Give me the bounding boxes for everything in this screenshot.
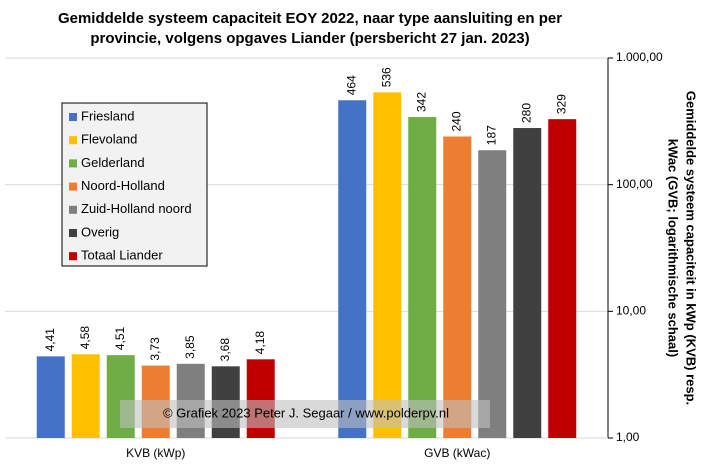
value-label: 280 <box>519 103 533 123</box>
value-label: 329 <box>554 94 568 114</box>
value-label: 240 <box>449 111 463 131</box>
value-label: 536 <box>379 67 393 87</box>
annotation: © Grafiek 2023 Peter J. Segaar / www.pol… <box>163 405 449 420</box>
legend-label: Friesland <box>81 108 134 123</box>
legend-swatch <box>69 205 77 214</box>
y-axis-title: Gemiddelde systeem capaciteit in kWp (KV… <box>684 91 699 405</box>
bar <box>373 92 402 439</box>
chart-title: Gemiddelde systeem capaciteit EOY 2022, … <box>58 10 562 27</box>
y-tick-label: 1.000,00 <box>616 50 663 64</box>
value-label: 4,18 <box>253 331 267 355</box>
legend-swatch <box>69 159 77 168</box>
y-tick-label: 10,00 <box>616 304 646 318</box>
legend-label: Zuid-Holland noord <box>81 201 192 216</box>
legend-label: Noord-Holland <box>81 178 165 193</box>
y-tick-label: 1,00 <box>616 430 640 444</box>
bar <box>408 117 437 438</box>
legend-label: Flevoland <box>81 132 137 147</box>
legend-label: Totaal Liander <box>81 248 163 263</box>
legend-label: Gelderland <box>81 155 145 170</box>
value-label: 3,73 <box>148 337 162 361</box>
bar <box>443 136 472 438</box>
legend-swatch <box>69 113 77 121</box>
legend-swatch <box>69 229 77 237</box>
value-label: 187 <box>484 125 498 145</box>
bar <box>513 128 542 438</box>
legend-swatch <box>69 136 77 145</box>
legend-box <box>61 102 208 267</box>
bar <box>478 150 507 438</box>
value-label: 3,85 <box>183 335 197 359</box>
chart-title: provincie, volgens opgaves Liander (pers… <box>90 30 529 47</box>
y-axis-title: kWac (GVB; logarithmische schaal) <box>666 139 681 357</box>
legend-swatch <box>69 182 77 191</box>
bar <box>71 354 100 438</box>
value-label: 4,58 <box>78 326 92 350</box>
value-label: 342 <box>414 92 428 112</box>
y-tick-label: 100,00 <box>616 177 653 191</box>
value-label: 464 <box>344 75 358 95</box>
x-tick-label: KVB (kWp) <box>126 446 185 460</box>
annotation-box <box>120 400 490 428</box>
bar <box>338 100 367 438</box>
x-tick-label: GVB (kWac) <box>424 446 490 460</box>
bar <box>548 119 577 439</box>
value-label: 3,68 <box>218 338 232 362</box>
value-label: 4,51 <box>113 326 127 350</box>
bar <box>36 356 65 438</box>
legend-label: Overig <box>81 224 119 239</box>
value-label: 4,41 <box>43 328 57 352</box>
legend-swatch <box>69 252 77 261</box>
